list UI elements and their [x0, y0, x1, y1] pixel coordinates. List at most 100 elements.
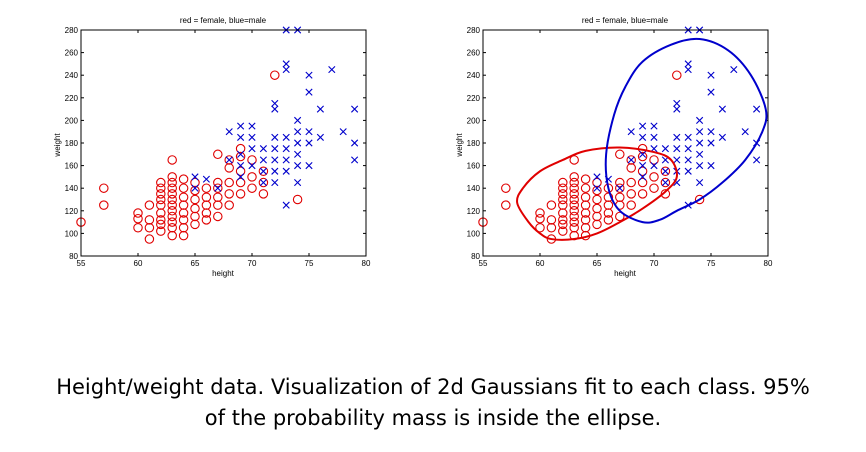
female-point — [190, 194, 200, 205]
female-point — [167, 155, 177, 165]
female-point — [201, 183, 212, 193]
y-tick-label: 80 — [471, 252, 480, 261]
female-point — [190, 185, 200, 196]
female-point — [167, 200, 177, 210]
female-point — [258, 177, 269, 188]
female-point — [580, 208, 591, 218]
plot-frame — [80, 29, 367, 257]
male-point — [282, 167, 290, 175]
male-point — [707, 128, 715, 136]
female-point — [235, 177, 246, 188]
male-point — [282, 133, 290, 141]
male-point — [707, 162, 715, 170]
y-tick-label: 160 — [65, 162, 79, 171]
male-point — [328, 65, 336, 74]
y-tick-label: 220 — [467, 94, 481, 103]
y-tick-label: 280 — [65, 26, 79, 35]
female-point — [660, 177, 671, 188]
female-point — [660, 166, 671, 177]
male-point — [237, 133, 245, 141]
female-point — [213, 211, 223, 222]
chart-title: red = female, blue=male — [582, 16, 669, 25]
female-point — [615, 183, 625, 193]
male-point — [351, 156, 359, 164]
male-point — [707, 139, 715, 147]
y-tick-label: 120 — [65, 207, 79, 216]
male-point — [282, 65, 290, 74]
tick-layer: 55 60 65 70 75 80 80 100 120 140 160 180 200 220 240 26… — [65, 26, 371, 268]
male-point — [616, 184, 624, 192]
y-tick-label: 100 — [65, 229, 79, 238]
chart-title: red = female, blue=male — [180, 16, 267, 25]
male-point — [661, 178, 669, 187]
female-point — [201, 215, 212, 225]
female-point — [501, 183, 511, 193]
male-point — [214, 184, 222, 192]
female-point — [156, 194, 166, 205]
male-point — [627, 128, 635, 136]
female-point — [603, 208, 614, 218]
female-point — [178, 192, 189, 202]
male-point — [639, 150, 647, 158]
female-point — [569, 183, 579, 193]
male-point — [316, 133, 324, 141]
male-point — [673, 133, 681, 141]
female-point — [178, 174, 189, 184]
female-point — [660, 189, 671, 199]
x-tick-label: 60 — [536, 259, 545, 268]
female-point — [224, 163, 234, 173]
female-point — [99, 200, 109, 210]
female-point — [167, 189, 177, 199]
female-point — [637, 151, 648, 162]
figure-caption: Height/weight data. Visualization of 2d … — [0, 372, 866, 434]
female-point — [201, 192, 212, 202]
male-point — [271, 133, 279, 141]
female-point — [178, 223, 189, 233]
female-point — [213, 183, 223, 193]
female-point — [213, 200, 223, 210]
female-point — [615, 149, 625, 160]
x-tick-label: 55 — [479, 259, 488, 268]
male-point — [191, 173, 199, 181]
female-point — [637, 177, 648, 188]
male-point — [294, 116, 302, 124]
male-point — [696, 116, 704, 124]
x-tick-label: 75 — [305, 259, 314, 268]
y-tick-label: 240 — [65, 71, 79, 80]
male-point — [305, 71, 313, 79]
x-axis-label: height — [614, 269, 637, 278]
female-point — [167, 183, 177, 193]
female-point — [558, 219, 568, 230]
male-point — [259, 156, 267, 164]
female-point — [615, 211, 625, 222]
female-point — [235, 151, 246, 162]
female-point — [535, 223, 545, 233]
female-point — [133, 213, 143, 224]
female-point — [167, 206, 177, 216]
female-point — [626, 200, 636, 210]
female-point — [258, 189, 269, 199]
female-point — [637, 189, 648, 199]
male-point — [684, 145, 692, 153]
male-point — [639, 173, 647, 181]
y-tick-label: 140 — [65, 184, 79, 193]
x-tick-label: 60 — [134, 259, 143, 268]
female-point — [156, 177, 166, 188]
female-point — [178, 200, 189, 210]
male-point — [305, 139, 313, 147]
female-point — [144, 215, 155, 225]
x-tick-label: 70 — [248, 259, 257, 268]
female-point — [558, 183, 568, 193]
female-point — [178, 208, 189, 218]
female-gaussian-ellipse — [516, 146, 678, 241]
male-point — [202, 175, 210, 183]
female-point — [224, 189, 234, 199]
ellipse-layer — [516, 37, 768, 241]
y-tick-label: 240 — [467, 71, 481, 80]
female-point — [190, 203, 200, 214]
female-point — [235, 189, 246, 199]
tick-layer: 55 60 65 70 75 80 80 100 120 140 160 180 200 220 240 26… — [467, 26, 773, 268]
x-tick-label: 75 — [707, 259, 716, 268]
female-point — [580, 200, 591, 210]
female-point — [558, 208, 568, 218]
